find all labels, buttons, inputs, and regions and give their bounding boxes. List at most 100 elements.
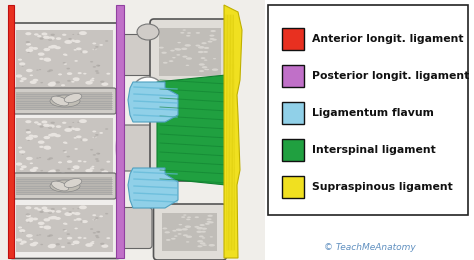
Ellipse shape bbox=[26, 136, 33, 140]
Ellipse shape bbox=[199, 236, 204, 237]
Ellipse shape bbox=[67, 237, 73, 239]
Ellipse shape bbox=[26, 213, 30, 216]
Ellipse shape bbox=[169, 60, 173, 62]
Ellipse shape bbox=[208, 215, 213, 217]
Ellipse shape bbox=[93, 66, 96, 68]
Ellipse shape bbox=[43, 146, 51, 149]
Ellipse shape bbox=[50, 180, 80, 192]
Ellipse shape bbox=[92, 136, 97, 138]
Ellipse shape bbox=[18, 58, 22, 61]
FancyBboxPatch shape bbox=[150, 19, 230, 85]
Ellipse shape bbox=[100, 243, 104, 245]
Ellipse shape bbox=[48, 127, 52, 129]
Ellipse shape bbox=[39, 226, 44, 228]
Ellipse shape bbox=[93, 137, 96, 138]
Ellipse shape bbox=[43, 225, 51, 229]
Ellipse shape bbox=[37, 209, 42, 211]
Ellipse shape bbox=[21, 66, 24, 67]
Ellipse shape bbox=[49, 170, 56, 173]
Ellipse shape bbox=[26, 69, 33, 72]
Ellipse shape bbox=[26, 48, 33, 52]
Ellipse shape bbox=[19, 150, 26, 153]
Ellipse shape bbox=[76, 218, 82, 221]
Ellipse shape bbox=[47, 158, 51, 160]
Ellipse shape bbox=[91, 241, 94, 243]
Ellipse shape bbox=[181, 216, 185, 218]
Ellipse shape bbox=[40, 170, 43, 171]
Ellipse shape bbox=[207, 218, 211, 220]
Ellipse shape bbox=[186, 241, 190, 243]
Ellipse shape bbox=[55, 81, 60, 83]
Ellipse shape bbox=[95, 46, 99, 48]
Ellipse shape bbox=[47, 235, 51, 237]
Ellipse shape bbox=[176, 150, 180, 152]
Ellipse shape bbox=[204, 165, 208, 166]
Ellipse shape bbox=[50, 216, 57, 219]
Ellipse shape bbox=[99, 215, 103, 217]
Ellipse shape bbox=[164, 231, 170, 233]
Ellipse shape bbox=[201, 153, 205, 155]
Ellipse shape bbox=[71, 212, 75, 214]
Ellipse shape bbox=[30, 80, 36, 84]
Ellipse shape bbox=[67, 80, 71, 82]
Ellipse shape bbox=[74, 228, 78, 229]
Ellipse shape bbox=[82, 50, 88, 53]
Ellipse shape bbox=[197, 245, 202, 247]
Ellipse shape bbox=[170, 50, 175, 51]
Ellipse shape bbox=[174, 48, 179, 50]
Ellipse shape bbox=[105, 40, 108, 42]
Ellipse shape bbox=[64, 94, 82, 102]
Ellipse shape bbox=[186, 131, 191, 133]
Ellipse shape bbox=[76, 135, 82, 138]
Ellipse shape bbox=[195, 141, 200, 142]
Ellipse shape bbox=[18, 226, 22, 229]
Ellipse shape bbox=[25, 206, 31, 209]
Ellipse shape bbox=[29, 217, 34, 220]
Ellipse shape bbox=[26, 41, 30, 43]
Ellipse shape bbox=[182, 56, 187, 58]
Ellipse shape bbox=[39, 126, 44, 128]
Ellipse shape bbox=[76, 47, 82, 50]
Ellipse shape bbox=[172, 230, 177, 232]
Ellipse shape bbox=[19, 168, 24, 170]
Ellipse shape bbox=[27, 140, 30, 141]
Ellipse shape bbox=[163, 158, 168, 160]
Ellipse shape bbox=[64, 54, 68, 56]
Ellipse shape bbox=[101, 82, 109, 86]
Ellipse shape bbox=[203, 51, 208, 53]
Ellipse shape bbox=[185, 225, 191, 228]
Ellipse shape bbox=[67, 160, 73, 163]
Ellipse shape bbox=[21, 240, 27, 244]
Ellipse shape bbox=[95, 158, 99, 160]
Text: Anterior longit. ligament: Anterior longit. ligament bbox=[312, 34, 464, 44]
Ellipse shape bbox=[71, 81, 74, 83]
Ellipse shape bbox=[43, 209, 49, 212]
Ellipse shape bbox=[209, 221, 214, 223]
Ellipse shape bbox=[74, 79, 79, 81]
Ellipse shape bbox=[38, 53, 45, 56]
Ellipse shape bbox=[63, 62, 66, 64]
Ellipse shape bbox=[196, 227, 203, 230]
Ellipse shape bbox=[48, 212, 52, 214]
Text: Supraspinous ligament: Supraspinous ligament bbox=[312, 182, 453, 192]
Ellipse shape bbox=[178, 233, 182, 235]
Ellipse shape bbox=[93, 48, 96, 49]
Bar bbox=[282, 102, 304, 124]
Ellipse shape bbox=[37, 123, 42, 125]
Ellipse shape bbox=[187, 128, 191, 130]
Ellipse shape bbox=[21, 165, 27, 168]
FancyBboxPatch shape bbox=[9, 111, 120, 185]
Ellipse shape bbox=[18, 147, 22, 149]
FancyBboxPatch shape bbox=[154, 204, 227, 260]
Ellipse shape bbox=[39, 38, 44, 40]
Ellipse shape bbox=[95, 134, 99, 136]
Ellipse shape bbox=[161, 52, 167, 54]
Ellipse shape bbox=[73, 49, 77, 51]
Ellipse shape bbox=[48, 244, 55, 248]
Ellipse shape bbox=[58, 73, 62, 75]
Ellipse shape bbox=[61, 172, 65, 174]
Ellipse shape bbox=[81, 221, 83, 222]
Ellipse shape bbox=[92, 48, 97, 50]
Ellipse shape bbox=[66, 156, 70, 158]
Bar bbox=[282, 176, 304, 198]
